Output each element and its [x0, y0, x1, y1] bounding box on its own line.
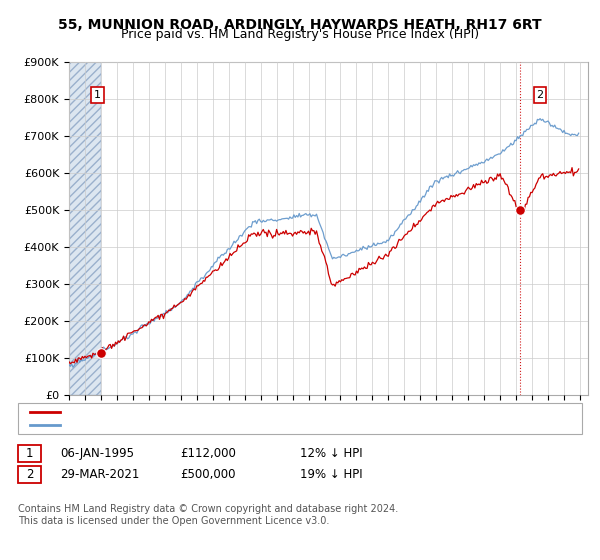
Text: 55, MUNNION ROAD, ARDINGLY, HAYWARDS HEATH, RH17 6RT (detached house): 55, MUNNION ROAD, ARDINGLY, HAYWARDS HEA… [66, 407, 515, 417]
Bar [69, 62, 101, 395]
Text: 06-JAN-1995: 06-JAN-1995 [60, 447, 134, 460]
Text: 19% ↓ HPI: 19% ↓ HPI [300, 468, 362, 482]
Text: £500,000: £500,000 [180, 468, 235, 482]
Text: 2: 2 [536, 90, 544, 100]
Text: 1: 1 [26, 447, 33, 460]
Text: HPI: Average price, detached house, Mid Sussex: HPI: Average price, detached house, Mid … [66, 421, 335, 431]
Text: Contains HM Land Registry data © Crown copyright and database right 2024.
This d: Contains HM Land Registry data © Crown c… [18, 504, 398, 526]
Text: 55, MUNNION ROAD, ARDINGLY, HAYWARDS HEATH, RH17 6RT: 55, MUNNION ROAD, ARDINGLY, HAYWARDS HEA… [58, 18, 542, 32]
Text: 12% ↓ HPI: 12% ↓ HPI [300, 447, 362, 460]
Bar [69, 62, 101, 395]
Text: Price paid vs. HM Land Registry's House Price Index (HPI): Price paid vs. HM Land Registry's House … [121, 28, 479, 41]
Text: 1: 1 [94, 90, 101, 100]
Text: 2: 2 [26, 468, 33, 482]
Text: £112,000: £112,000 [180, 447, 236, 460]
Text: 29-MAR-2021: 29-MAR-2021 [60, 468, 139, 482]
